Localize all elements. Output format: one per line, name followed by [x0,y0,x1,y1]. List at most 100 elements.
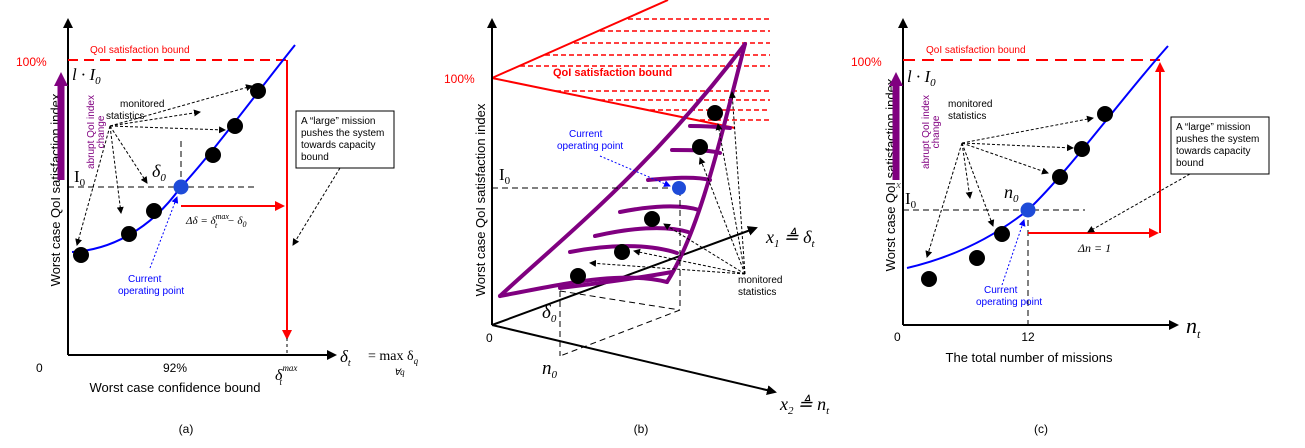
a-x-axis-label: Worst case confidence bound [89,380,260,395]
c-caption: (c) [1034,422,1048,436]
b-surface-ribbon [618,204,701,214]
c-box-arrow [1087,173,1191,233]
a-lI0-label: l · I0 [72,65,101,87]
a-box-line-1: A “large” mission [301,116,375,127]
b-monitor-arrows [589,91,746,275]
b-surface-ribbon [568,244,679,255]
a-I0-label: I0 [74,167,86,189]
a-current-arrow [149,196,179,269]
a-origin: 0 [36,361,43,375]
c-box-line-1: A “large” mission [1176,122,1250,133]
b-surface-ribbon [688,124,732,130]
c-box-line-3: towards capacity [1176,146,1250,157]
c-I0-label: I0 [905,189,917,211]
b-surface-ribbon [558,270,674,290]
a-dot [146,203,162,219]
a-box-line-4: bound [301,152,329,163]
c-x-axis-label: The total number of missions [946,350,1113,365]
a-axis-var: δt [340,347,351,369]
c-current-label-2: operating point [976,297,1042,308]
c-tick-12: 12 [1021,330,1035,344]
a-bound-label: QoI satisfaction bound [90,45,190,56]
b-x2-label: x2 ≜ nt [779,394,830,417]
a-dot [73,247,89,263]
b-x1-label: x1 ≜ δt [765,227,815,250]
b-monitored-1: monitored [738,275,782,286]
a-current-point [173,179,189,195]
c-x-trunc: x [895,179,901,191]
b-dot [570,268,586,284]
c-dot [1074,141,1090,157]
c-current-arrow [1001,219,1026,286]
b-100-label: 100% [444,72,475,86]
a-box-arrow [292,167,341,246]
a-monitored-1: monitored [120,99,164,110]
panel-a: 0 92% Worst case confidence bound Worst … [16,18,419,436]
b-current-label-2: operating point [557,141,623,152]
c-curve [906,45,1169,269]
a-dot [205,147,221,163]
a-dmax: δmax t [275,363,297,387]
b-current-point [672,181,686,195]
a-dot [227,118,243,134]
c-100-label: 100% [851,55,882,69]
b-delta0: δ0 [542,302,557,325]
b-monitored-2: statistics [738,287,776,298]
c-n0: n0 [1004,182,1019,205]
a-axis-def-under: ∀q [394,367,405,377]
c-dot [1052,169,1068,185]
b-I0-label: I0 [499,165,511,187]
c-origin: 0 [894,330,901,344]
a-abrupt-label-1: abrupt QoI index [86,95,97,169]
b-y-axis-label: Worst case QoI satisfaction index [473,103,488,296]
c-abrupt-label-1: abrupt QoI index [921,95,932,169]
b-bound-label: QoI satisfaction bound [553,67,672,79]
b-dot [707,105,723,121]
b-surface-ribbon [593,226,690,238]
c-monitor-arrows [925,115,1094,258]
c-box-line-2: pushes the system [1176,134,1259,145]
a-abrupt-label-2: change [96,115,107,148]
panel-c: 0 12 The total number of missions Worst … [851,18,1270,436]
b-surface-ribbon [646,175,712,182]
a-axis-def: = max δq [368,349,419,366]
b-surface [498,42,747,298]
c-dot [1097,106,1113,122]
b-dot [692,139,708,155]
c-abrupt-arrowhead [889,72,903,86]
c-monitored-1: monitored [948,99,992,110]
a-tick-92: 92% [163,361,187,375]
c-bound-label: QoI satisfaction bound [926,45,1026,56]
b-origin: 0 [486,331,493,345]
c-current-label-1: Current [984,285,1018,296]
a-delta-eq: Δδ = δmax t − δ0 [185,212,246,230]
b-caption: (b) [634,422,649,436]
b-projections [492,187,681,357]
c-current-point [1020,202,1036,218]
b-x2-axis [491,324,777,396]
c-abrupt-label-2: change [931,115,942,148]
c-dot [969,250,985,266]
a-callout-box [295,110,395,169]
a-monitored-2: statistics [106,111,144,122]
panel-b: QoI satisfaction bound 0 Worst case QoI … [444,0,830,436]
a-box-line-3: towards capacity [301,140,375,151]
a-current-label-1: Current [128,274,162,285]
b-surface-edge-bottom [498,275,669,298]
a-delta0: δ0 [152,161,166,184]
b-dot [644,211,660,227]
b-dot [614,244,630,260]
b-current-label-1: Current [569,129,603,140]
c-monitored-2: statistics [948,111,986,122]
a-monitor-arrows [75,84,253,246]
b-bound-upper [491,0,669,79]
c-lI0-label: l · I0 [907,67,936,89]
c-box-line-4: bound [1176,158,1204,169]
b-current-arrow [599,155,671,187]
c-callout-box [1170,116,1270,175]
a-box-line-2: pushes the system [301,128,384,139]
a-100-label: 100% [16,55,47,69]
a-caption: (a) [179,422,194,436]
c-axis-var: nt [1186,313,1201,341]
